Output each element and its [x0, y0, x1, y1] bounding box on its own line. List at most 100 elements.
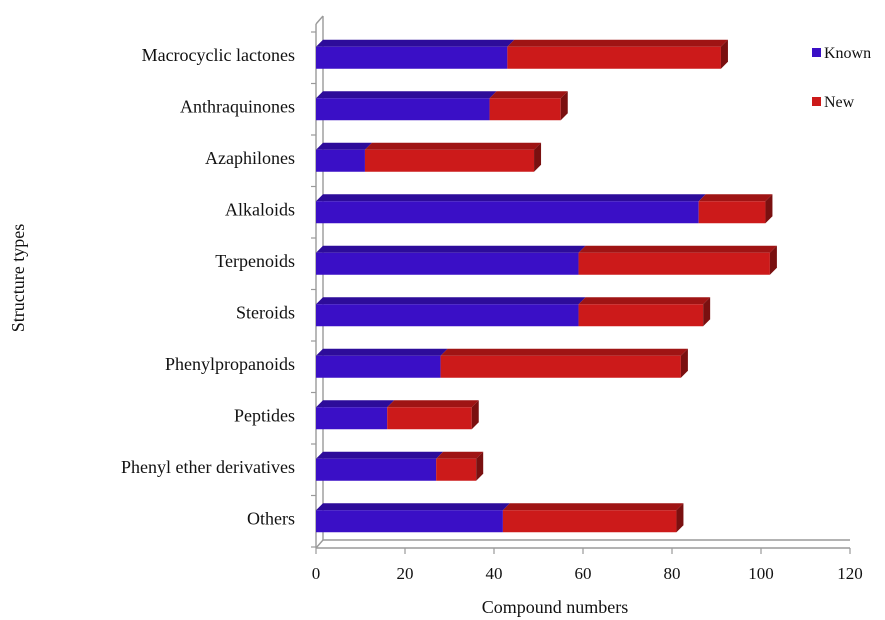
bar-known [316, 245, 586, 275]
bar-top-face [507, 39, 728, 47]
bar-new [578, 297, 711, 327]
bar-new [578, 245, 777, 275]
bar-top-face [316, 400, 395, 408]
bar-front-face [578, 304, 704, 327]
category-label: Anthraquinones [180, 96, 295, 116]
bar-front-face [387, 407, 472, 430]
bar-known [316, 142, 372, 172]
bar-top-face [316, 451, 444, 459]
x-tick-label: 120 [837, 564, 863, 583]
bar-end-face [534, 142, 542, 172]
category-label: Macrocyclic lactones [142, 45, 295, 65]
bar-known [316, 400, 395, 430]
x-tick-label: 100 [748, 564, 774, 583]
bar-end-face [703, 297, 711, 327]
legend-swatch-new [812, 97, 821, 106]
bar-top-face [698, 194, 773, 202]
bar-new [387, 400, 479, 430]
x-tick-label: 0 [312, 564, 321, 583]
bar-top-face [316, 194, 706, 202]
legend-swatch-known [812, 48, 821, 57]
x-axis-title: Compound numbers [482, 597, 629, 617]
category-label: Steroids [236, 302, 295, 322]
bar-top-face [578, 245, 777, 253]
bar-known [316, 348, 448, 378]
bar-top-face [489, 91, 568, 99]
bar-front-face [436, 458, 477, 481]
bar-front-face [316, 98, 490, 121]
bar-front-face [507, 46, 721, 69]
bar-new [502, 503, 684, 533]
bar-front-face [440, 355, 681, 378]
bar-top-face [578, 297, 711, 305]
y-axis-title: Structure types [8, 224, 28, 332]
bar-top-face [316, 39, 515, 47]
x-tick-label: 80 [664, 564, 681, 583]
bar-front-face [316, 407, 388, 430]
bar-end-face [720, 39, 728, 69]
category-label: Others [247, 508, 295, 528]
bar-top-face [316, 91, 497, 99]
bar-top-face [436, 451, 484, 459]
bar-new [440, 348, 688, 378]
x-tick-label: 20 [397, 564, 414, 583]
bar-top-face [440, 348, 688, 356]
bar-front-face [502, 510, 677, 533]
bar-end-face [769, 245, 777, 275]
bar-front-face [316, 304, 579, 327]
bar-new [698, 194, 773, 224]
x-tick-label: 60 [575, 564, 592, 583]
legend: Known New [812, 45, 871, 111]
bar-known [316, 194, 706, 224]
category-label: Azaphilones [205, 148, 295, 168]
legend-label-known: Known [824, 45, 871, 62]
bar-end-face [676, 503, 684, 533]
bar-front-face [698, 201, 766, 224]
bar-new [507, 39, 728, 69]
bar-end-face [471, 400, 479, 430]
bar-front-face [316, 252, 579, 275]
bar-front-face [489, 98, 561, 121]
bar-known [316, 91, 497, 121]
bar-known [316, 451, 444, 481]
bar-known [316, 297, 586, 327]
bar-top-face [364, 142, 542, 150]
bar-new [489, 91, 568, 121]
bar-top-face [316, 297, 586, 305]
bar-top-face [316, 142, 372, 150]
category-label: Terpenoids [215, 251, 295, 271]
bar-end-face [560, 91, 568, 121]
bar-front-face [316, 355, 441, 378]
bar-new [436, 451, 484, 481]
bar-known [316, 503, 510, 533]
bar-front-face [364, 149, 535, 172]
bar-known [316, 39, 515, 69]
bar-new [364, 142, 542, 172]
category-label: Phenylpropanoids [165, 354, 295, 374]
x-tick-label: 40 [486, 564, 503, 583]
category-label: Peptides [234, 405, 295, 425]
category-labels: Macrocyclic lactones Anthraquinones Azaphi… [121, 45, 295, 529]
bar-front-face [316, 201, 699, 224]
bar-front-face [316, 46, 508, 69]
legend-label-new: New [824, 94, 855, 111]
y-axis-top-cap [315, 15, 324, 25]
bar-front-face [578, 252, 770, 275]
bar-end-face [765, 194, 773, 224]
x-tick-labels: 0 20 40 60 80 100 120 [312, 548, 863, 583]
bars-group [316, 39, 777, 533]
bar-front-face [316, 458, 437, 481]
bar-front-face [316, 149, 365, 172]
bar-end-face [680, 348, 688, 378]
bar-top-face [387, 400, 479, 408]
category-label: Alkaloids [225, 199, 295, 219]
bar-top-face [316, 245, 586, 253]
bar-top-face [316, 348, 448, 356]
bar-end-face [476, 451, 484, 481]
bar-top-face [502, 503, 684, 511]
bar-top-face [316, 503, 510, 511]
category-label: Phenyl ether derivatives [121, 457, 295, 477]
bar-front-face [316, 510, 503, 533]
floor-origin-edge [315, 539, 324, 549]
